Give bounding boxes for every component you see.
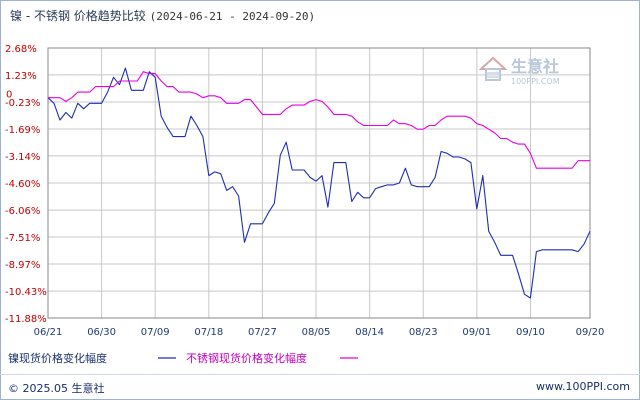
legend-label-stainless: 不锈钢现货价格变化幅度 [186,351,307,365]
plot-border [47,47,591,319]
y-tick-label: -0.23% [5,98,40,109]
chart-title: 镍 - 不锈钢 价格趋势比较 (2024-06-21 - 2024-09-20) [10,7,315,24]
footer-site-link[interactable]: www.100PPI.com [536,380,630,393]
house-icon [479,56,508,81]
chart-title-main: 镍 - 不锈钢 价格趋势比较 [10,9,146,23]
y-tick-label: -7.51% [5,233,40,244]
y-tick-label: -6.06% [5,206,40,217]
x-tick-label: 09/01 [462,327,491,338]
y-tick-label: 0 [6,90,12,101]
legend-label-nickel: 镍现货价格变化幅度 [8,351,107,365]
y-tick-label: -8.97% [5,260,40,271]
watermark-en: 100PPI.COM [511,77,560,86]
y-tick-label: 1.23% [5,71,37,82]
x-tick-label: 09/20 [576,327,605,338]
footer-copyright: © 2025.05 生意社 [8,382,105,395]
x-tick-label: 07/09 [141,327,170,338]
chart-title-range: (2024-06-21 - 2024-09-20) [149,10,316,23]
y-axis-ticks: 2.68% 1.23% 0-0.23% -1.69% -3.14% -4.60% -6.06… [5,44,47,325]
watermark-cn: 生意社 [511,57,559,76]
x-axis-ticks: 06/21 06/30 07/09 07/18 07/27 08/05 08/14 08/23… [34,327,605,338]
x-tick-label: 08/23 [409,327,438,338]
x-tick-label: 08/05 [302,327,331,338]
y-tick-label: -3.14% [5,152,40,163]
y-tick-label: -1.69% [5,125,40,136]
grid-lines [48,47,590,319]
y-tick-label: 2.68% [5,44,37,55]
y-tick-label: -10.43% [5,287,47,298]
watermark-logo: 生意社 100PPI.COM [479,56,560,86]
x-tick-label: 07/18 [194,327,223,338]
legend: 镍现货价格变化幅度 不锈钢现货价格变化幅度 [8,351,358,365]
x-tick-label: 09/10 [516,327,545,338]
footer-divider [0,374,640,375]
x-tick-label: 07/27 [248,327,277,338]
x-tick-label: 08/14 [355,327,384,338]
x-tick-label: 06/30 [87,327,116,338]
y-tick-label: -4.60% [5,179,40,190]
y-tick-label: -11.88% [5,314,47,325]
x-tick-label: 06/21 [34,327,63,338]
series-lines [47,67,591,299]
series-line-nickel [47,67,591,299]
series-line-stainless [48,71,590,169]
